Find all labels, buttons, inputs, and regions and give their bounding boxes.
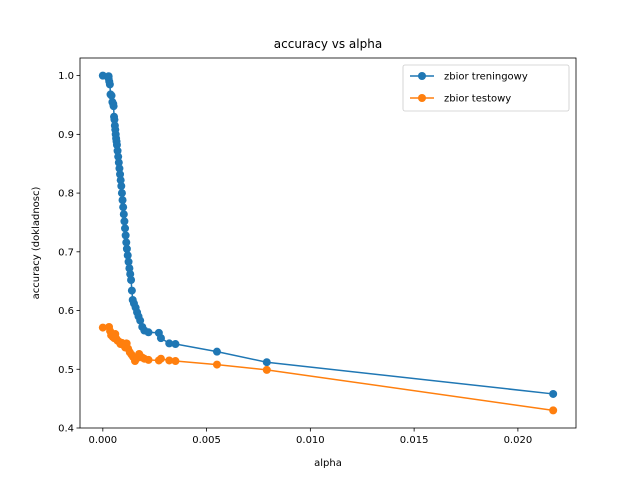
data-point xyxy=(165,356,174,365)
data-point xyxy=(105,80,114,89)
data-point xyxy=(124,257,133,266)
y-tick-label: 0.9 xyxy=(58,130,74,141)
data-point xyxy=(118,196,127,205)
data-point xyxy=(119,210,128,219)
data-point xyxy=(171,357,180,366)
legend: zbior treningowy zbior testowy xyxy=(402,64,570,112)
y-tick-label: 0.5 xyxy=(58,365,74,376)
chart-title: accuracy vs alpha xyxy=(274,37,382,51)
x-tick-label: 0.005 xyxy=(192,435,221,446)
data-point xyxy=(112,140,121,149)
y-tick-label: 1.0 xyxy=(58,71,74,82)
x-axis-label: alpha xyxy=(314,458,342,469)
data-point xyxy=(171,340,180,349)
data-point xyxy=(156,334,165,343)
legend-marker xyxy=(418,94,426,102)
data-point xyxy=(127,276,136,284)
series-train xyxy=(98,71,558,398)
data-point xyxy=(107,91,116,100)
data-point xyxy=(144,355,153,364)
data-point xyxy=(121,231,130,240)
data-point xyxy=(110,115,119,124)
data-point xyxy=(165,339,174,348)
data-point xyxy=(212,360,221,369)
data-point xyxy=(116,170,125,179)
x-tick-label: 0.000 xyxy=(89,435,118,446)
data-point xyxy=(212,347,221,356)
data-point xyxy=(121,224,130,233)
x-tick-label: 0.020 xyxy=(504,435,533,446)
data-point xyxy=(127,286,136,295)
data-point xyxy=(126,270,135,279)
data-point xyxy=(114,152,123,161)
data-point xyxy=(262,365,271,374)
data-point xyxy=(262,358,271,367)
series-test xyxy=(98,322,558,415)
data-point xyxy=(125,264,134,273)
legend-box xyxy=(402,64,570,112)
y-tick-label: 0.8 xyxy=(58,189,74,200)
legend-entry: zbior testowy xyxy=(444,94,511,105)
x-tick-label: 0.010 xyxy=(296,435,325,446)
y-tick-label: 0.7 xyxy=(58,247,74,258)
data-point xyxy=(114,158,123,167)
data-point xyxy=(113,146,122,155)
data-point xyxy=(116,176,125,185)
data-point xyxy=(98,323,107,332)
y-axis: 0.4 0.5 0.6 0.7 0.8 0.9 1.0 xyxy=(58,71,80,435)
plot-frame xyxy=(79,57,577,429)
data-point xyxy=(109,102,118,111)
legend-entry: zbior treningowy xyxy=(444,72,528,83)
legend-marker xyxy=(418,72,426,80)
data-point xyxy=(117,182,126,191)
data-point xyxy=(115,164,124,173)
data-point xyxy=(123,251,132,260)
y-tick-label: 0.4 xyxy=(58,424,74,435)
data-point xyxy=(136,316,145,325)
y-tick-label: 0.6 xyxy=(58,306,74,317)
data-point xyxy=(549,406,558,415)
data-point xyxy=(144,328,153,337)
data-point xyxy=(120,217,129,226)
data-point xyxy=(122,244,131,253)
data-point xyxy=(156,354,165,363)
data-point xyxy=(117,189,126,198)
y-axis-label: accuracy (dokladnosc) xyxy=(31,187,42,300)
data-point xyxy=(549,389,558,398)
x-axis: 0.000 0.005 0.010 0.015 0.020 xyxy=(89,428,533,446)
data-point xyxy=(122,238,131,247)
data-point xyxy=(119,203,128,212)
x-tick-label: 0.015 xyxy=(400,435,429,446)
series-layer xyxy=(98,71,558,415)
